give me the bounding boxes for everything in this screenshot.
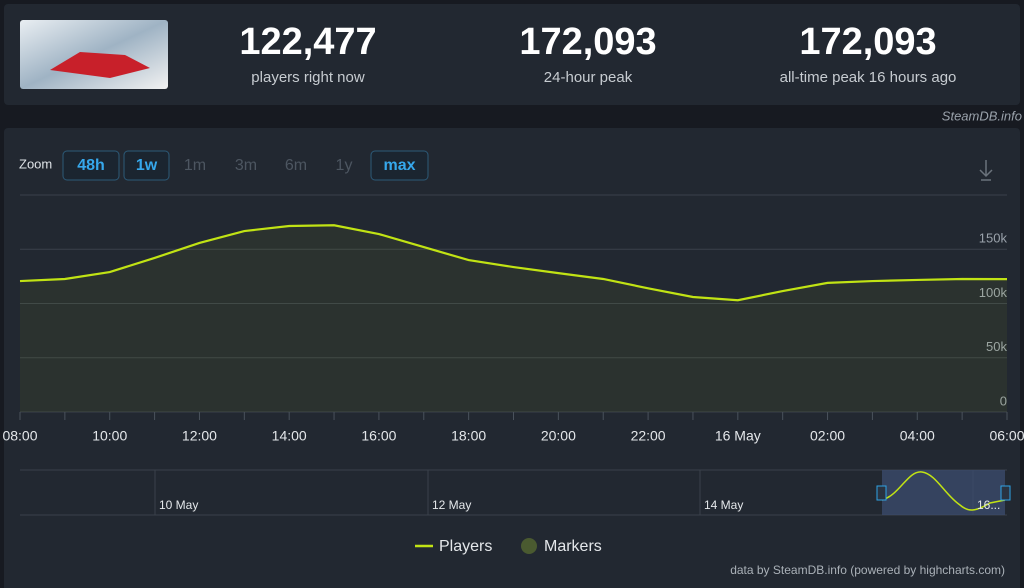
y-tick-label: 100k bbox=[979, 285, 1008, 300]
zoom-buttons: 48h 1w 1m 3m 6m 1y max bbox=[62, 150, 429, 181]
navigator-label: 10 May bbox=[159, 498, 198, 512]
legend-label[interactable]: Markers bbox=[544, 538, 602, 555]
thumbnail-car bbox=[50, 52, 150, 78]
zoom-button-bg[interactable] bbox=[62, 150, 120, 181]
stat-label: all-time peak 16 hours ago bbox=[780, 69, 957, 86]
y-tick-label: 50k bbox=[986, 339, 1007, 354]
y-tick-label: 150k bbox=[979, 231, 1008, 246]
x-tick-label: 06:00 bbox=[989, 428, 1024, 444]
y-tick-label: 0 bbox=[1000, 393, 1007, 408]
navigator-line bbox=[881, 471, 1006, 511]
x-tick-label: 22:00 bbox=[631, 428, 666, 444]
zoom-button[interactable]: 48h bbox=[77, 157, 105, 174]
legend-symbol[interactable] bbox=[521, 538, 537, 554]
navigator-label: 12 May bbox=[432, 498, 471, 512]
x-tick-label: 18:00 bbox=[451, 428, 486, 444]
zoom-button[interactable]: 1y bbox=[336, 157, 353, 174]
navigator-selection[interactable] bbox=[882, 470, 1005, 515]
plot: 0 50k 100k 150k 08:00 10:00 12:00 14:00 16:00 18:… bbox=[2, 224, 1024, 444]
stat-value: 172,093 bbox=[519, 21, 656, 63]
stat-value: 172,093 bbox=[799, 21, 936, 63]
zoom-button-bg[interactable] bbox=[370, 150, 429, 181]
zoom-button[interactable]: max bbox=[383, 157, 415, 174]
stat-value: 122,477 bbox=[239, 21, 376, 63]
zoom-button[interactable]: 1m bbox=[184, 157, 206, 174]
legend: Players Markers bbox=[415, 538, 602, 555]
download-icon[interactable] bbox=[979, 160, 993, 181]
credits: data by SteamDB.info (powered by highcha… bbox=[730, 563, 1005, 577]
stat-label: 24-hour peak bbox=[544, 69, 633, 86]
zoom-button[interactable]: 6m bbox=[285, 157, 307, 174]
x-tick-label: 10:00 bbox=[92, 428, 127, 444]
zoom-button[interactable]: 3m bbox=[235, 157, 257, 174]
x-tick-label: 16 May bbox=[715, 428, 761, 444]
zoom-button-bg[interactable] bbox=[123, 150, 170, 181]
stat-label: players right now bbox=[251, 69, 365, 86]
navigator-label: 14 May bbox=[704, 498, 743, 512]
zoom-button[interactable]: 1w bbox=[136, 157, 158, 174]
navigator-handle[interactable] bbox=[876, 485, 887, 501]
x-tick-label: 02:00 bbox=[810, 428, 845, 444]
navigator-label: 16... bbox=[977, 498, 1000, 512]
zoom-label: Zoom bbox=[19, 156, 52, 171]
series-line bbox=[19, 224, 1008, 302]
legend-label[interactable]: Players bbox=[439, 538, 492, 555]
area bbox=[20, 225, 1007, 412]
navigator-handle[interactable] bbox=[1000, 485, 1011, 501]
x-tick-label: 04:00 bbox=[900, 428, 935, 444]
x-tick-label: 12:00 bbox=[182, 428, 217, 444]
x-tick-label: 16:00 bbox=[361, 428, 396, 444]
x-tick-label: 20:00 bbox=[541, 428, 576, 444]
watermark: SteamDB.info bbox=[942, 108, 1022, 123]
header-panel bbox=[4, 4, 1020, 105]
x-tick-label: 08:00 bbox=[2, 428, 37, 444]
x-tick-label: 14:00 bbox=[272, 428, 307, 444]
